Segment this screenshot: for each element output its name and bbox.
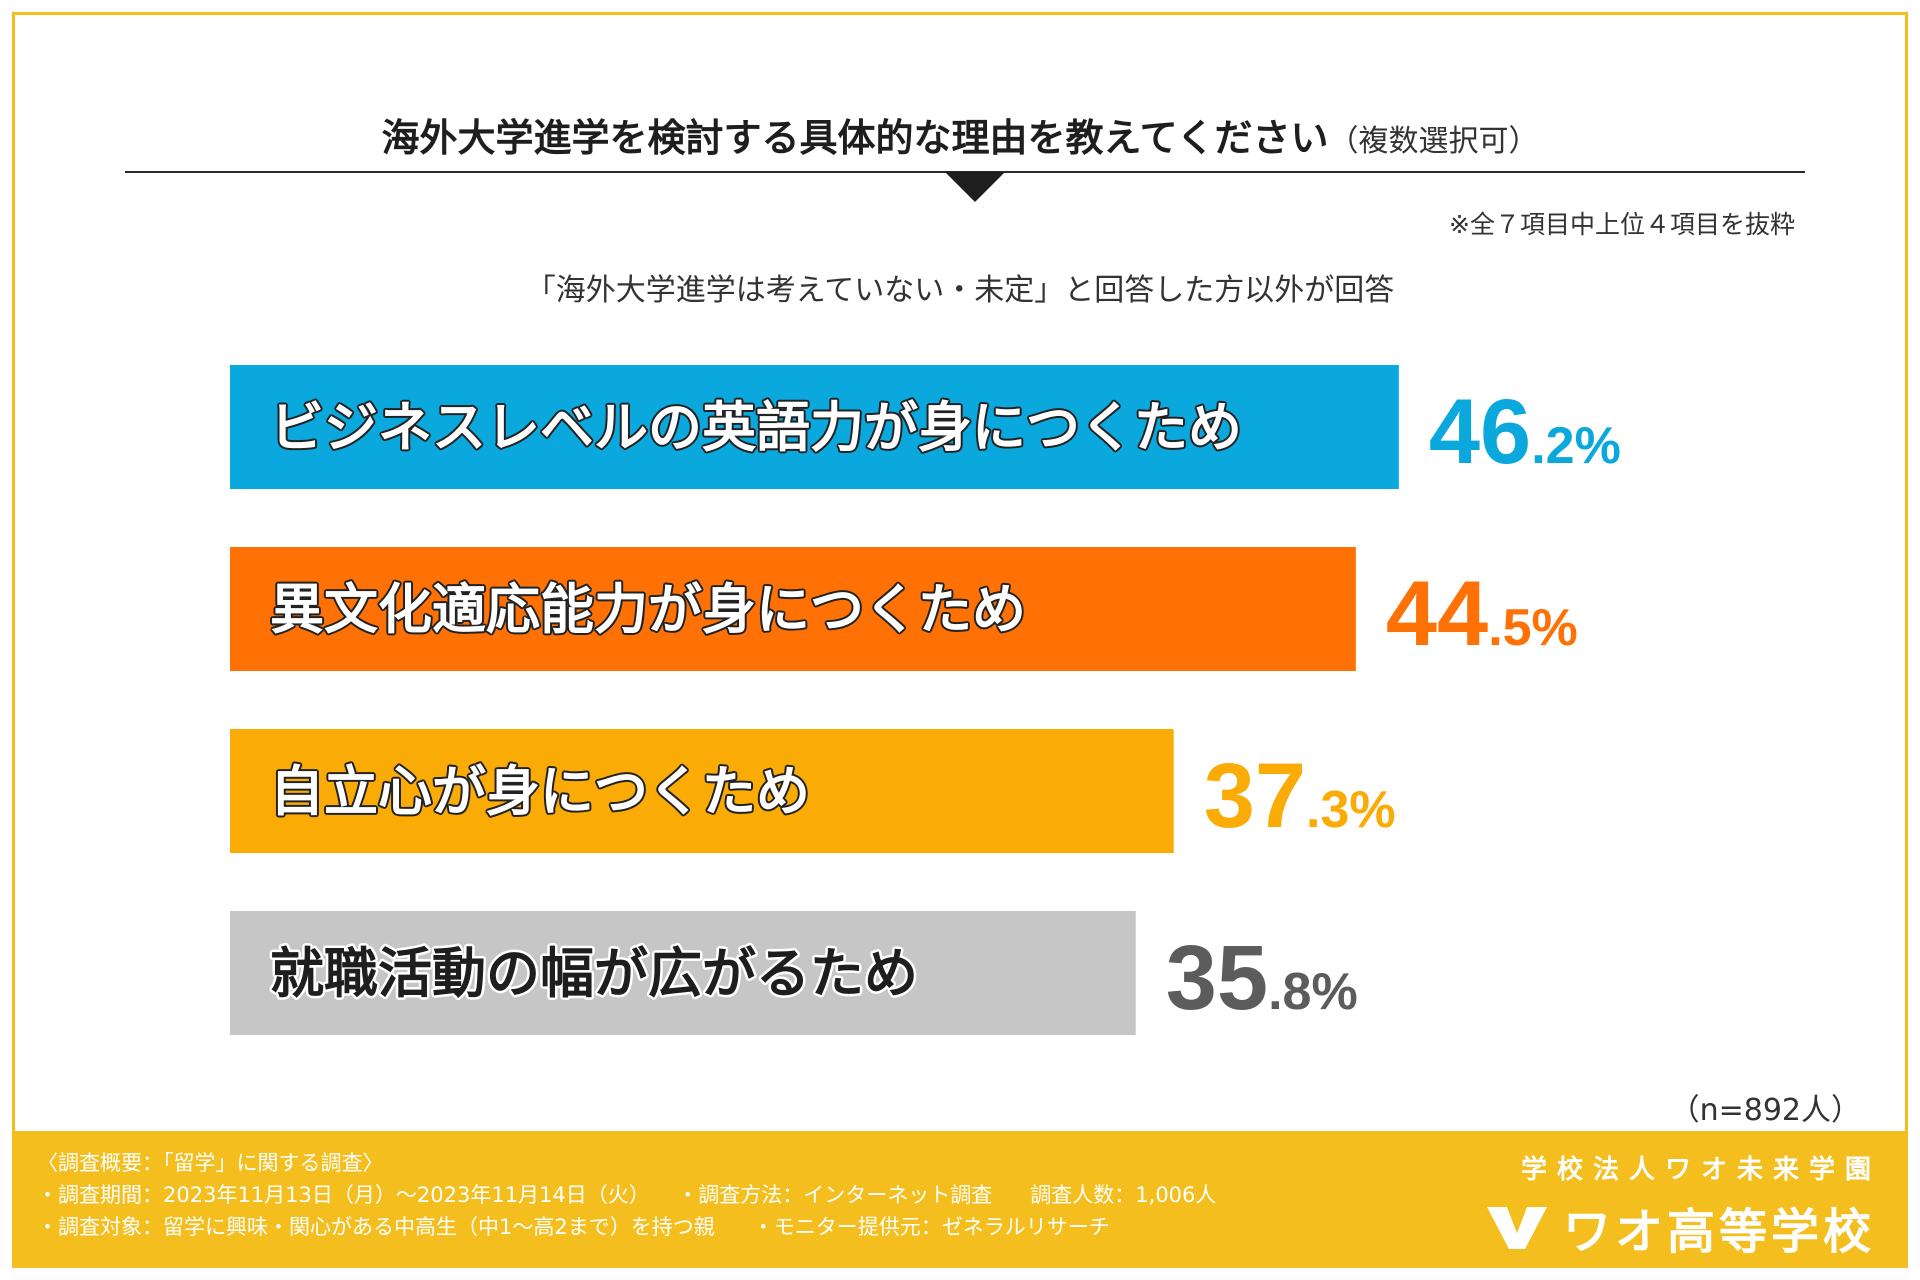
survey-title: 〈調査概要：「留学」に関する調査〉: [37, 1151, 384, 1175]
survey-target: ・調査対象：留学に興味・関心がある中高生（中1～高2まで）を持つ親: [37, 1215, 715, 1239]
footer: 〈調査概要：「留学」に関する調査〉 ・調査期間：2023年11月13日（月）～2…: [15, 1131, 1905, 1265]
bar-1: [230, 365, 1399, 489]
survey-count: 調査人数：1,006人: [1030, 1183, 1217, 1207]
chart-title-main: 海外大学進学を検討する具体的な理由を教えてください: [381, 116, 1329, 160]
survey-period: ・調査期間：2023年11月13日（月）～2023年11月14日（火）: [37, 1183, 640, 1207]
bar-3: [230, 729, 1174, 853]
bar-label-1: ビジネスレベルの英語力が身につくため: [270, 396, 1242, 459]
survey-provider: ・モニター提供元：ゼネラルリサーチ: [752, 1215, 1110, 1239]
survey-summary: 〈調査概要：「留学」に関する調査〉 ・調査期間：2023年11月13日（月）～2…: [37, 1147, 1254, 1243]
bar-4: [230, 911, 1136, 1035]
chart-title-suffix: （複数選択可）: [1328, 124, 1539, 159]
brand-main: ワオ高等学校: [1485, 1192, 1875, 1262]
excerpt-note: ※全７項目中上位４項目を抜粋: [1449, 210, 1795, 239]
bar-2: [230, 547, 1356, 671]
value-label-2: 44.5%: [1386, 563, 1578, 665]
chart-title: 海外大学進学を検討する具体的な理由を教えてください（複数選択可）: [15, 107, 1905, 162]
bar-chart: ビジネスレベルの英語力が身につくため 46.2% 異文化適応能力が身につくため 44.…: [230, 365, 1621, 1035]
survey-method: ・調査方法：インターネット調査: [677, 1183, 993, 1207]
value-label-4: 35.8%: [1166, 927, 1358, 1029]
respondent-note: 「海外大学進学は考えていない・未定」と回答した方以外が回答: [525, 273, 1395, 308]
bar-label-2: 異文化適応能力が身につくため: [270, 578, 1026, 641]
chart-frame: 海外大学進学を検討する具体的な理由を教えてください（複数選択可） ※全７項目中上…: [12, 12, 1908, 1268]
brand-name: ワオ高等学校: [1562, 1204, 1875, 1260]
survey-row-1: ・調査期間：2023年11月13日（月）～2023年11月14日（火） ・調査方法…: [37, 1179, 1254, 1211]
value-label-1: 46.2%: [1429, 381, 1621, 483]
survey-row-2: ・調査対象：留学に興味・関心がある中高生（中1～高2まで）を持つ親 ・モニター提供…: [37, 1211, 1254, 1243]
bar-label-3: 自立心が身につくため: [270, 760, 810, 823]
bar-label-4: 就職活動の幅が広がるため: [270, 942, 918, 1005]
value-label-3: 37.3%: [1204, 745, 1396, 847]
wao-logo-icon: [1486, 1207, 1547, 1249]
sample-size: （n=892人）: [1669, 1093, 1861, 1128]
down-arrow-icon: [945, 172, 1005, 202]
brand: 学校法人ワオ未来学園 ワオ高等学校: [1485, 1149, 1875, 1262]
brand-subtitle: 学校法人ワオ未来学園: [1520, 1155, 1881, 1185]
